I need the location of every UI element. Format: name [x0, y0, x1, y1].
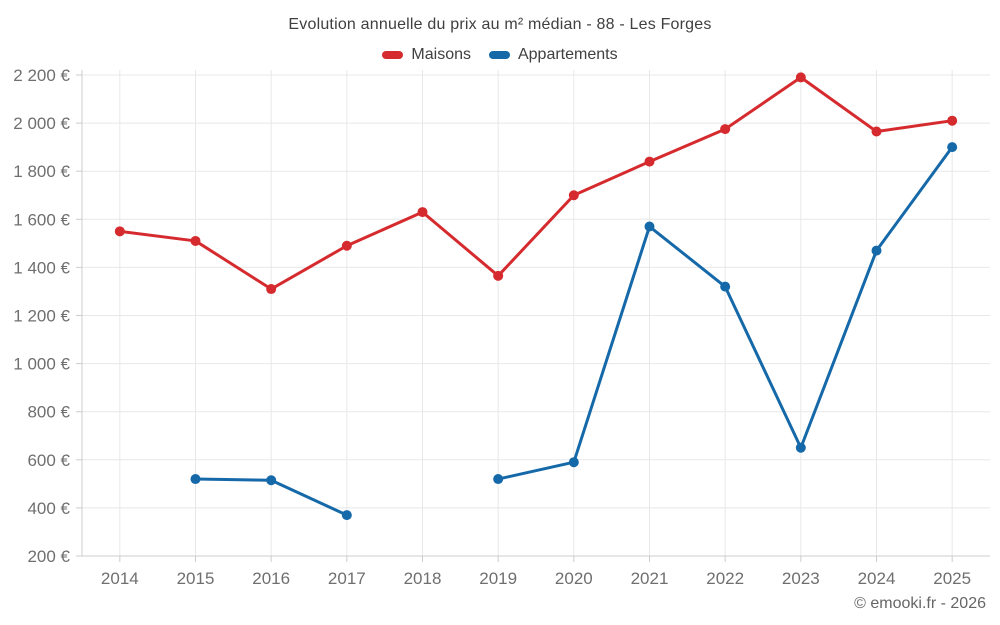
- y-tick-label: 800 €: [27, 403, 70, 422]
- chart-legend: Maisons Appartements: [0, 46, 1000, 64]
- legend-swatch-icon: [488, 51, 510, 59]
- legend-item-appartements[interactable]: Appartements: [488, 46, 618, 64]
- y-tick-label: 600 €: [27, 451, 70, 470]
- y-tick-label: 1 600 €: [13, 210, 70, 229]
- y-tick-label: 1 800 €: [13, 162, 70, 181]
- x-tick-label: 2016: [252, 569, 290, 588]
- data-point-maisons-2020[interactable]: [568, 190, 579, 201]
- data-point-appartements-2022[interactable]: [720, 281, 731, 292]
- y-tick-label: 200 €: [27, 547, 70, 566]
- legend-item-maisons[interactable]: Maisons: [382, 46, 471, 64]
- data-point-maisons-2016[interactable]: [266, 284, 277, 295]
- data-point-appartements-2021[interactable]: [644, 221, 655, 232]
- data-point-maisons-2014[interactable]: [114, 226, 125, 237]
- data-point-maisons-2015[interactable]: [190, 235, 201, 246]
- legend-label: Maisons: [411, 46, 471, 63]
- x-tick-label: 2020: [555, 569, 593, 588]
- x-tick-label: 2025: [933, 569, 971, 588]
- legend-label: Appartements: [517, 46, 618, 63]
- data-point-maisons-2019[interactable]: [493, 270, 504, 281]
- data-point-maisons-2023[interactable]: [795, 72, 806, 83]
- data-point-maisons-2024[interactable]: [871, 126, 882, 137]
- series-line-maisons: [118, 75, 954, 291]
- y-tick-label: 2 200 €: [13, 66, 70, 85]
- x-tick-label: 2019: [479, 569, 517, 588]
- y-tick-label: 400 €: [27, 499, 70, 518]
- x-tick-label: 2022: [706, 569, 744, 588]
- legend-swatch-icon: [382, 51, 404, 59]
- y-tick-label: 2 000 €: [13, 114, 70, 133]
- data-point-maisons-2018[interactable]: [417, 207, 428, 218]
- y-tick-label: 1 200 €: [13, 307, 70, 326]
- y-tick-label: 1 000 €: [13, 355, 70, 374]
- data-point-appartements-2025[interactable]: [947, 142, 958, 153]
- data-point-maisons-2017[interactable]: [341, 240, 352, 251]
- x-tick-label: 2017: [328, 569, 366, 588]
- data-point-appartements-2015[interactable]: [190, 474, 201, 485]
- chart-title: Evolution annuelle du prix au m² médian …: [288, 16, 712, 33]
- x-tick-label: 2015: [177, 569, 215, 588]
- data-point-maisons-2022[interactable]: [720, 124, 731, 135]
- x-tick-label: 2021: [631, 569, 669, 588]
- data-point-appartements-2020[interactable]: [568, 457, 579, 468]
- data-point-appartements-2024[interactable]: [871, 245, 882, 256]
- data-point-appartements-2017[interactable]: [341, 510, 352, 521]
- x-tick-label: 2018: [404, 569, 442, 588]
- copyright-watermark: © emooki.fr - 2026: [854, 595, 986, 612]
- x-tick-label: 2024: [858, 569, 896, 588]
- data-point-appartements-2023[interactable]: [795, 442, 806, 453]
- data-point-appartements-2019[interactable]: [493, 474, 504, 485]
- x-tick-label: 2023: [782, 569, 820, 588]
- data-point-appartements-2016[interactable]: [266, 475, 277, 486]
- x-tick-label: 2014: [101, 569, 139, 588]
- data-point-maisons-2021[interactable]: [644, 156, 655, 167]
- y-tick-label: 1 400 €: [13, 258, 70, 277]
- data-point-maisons-2025[interactable]: [947, 115, 958, 126]
